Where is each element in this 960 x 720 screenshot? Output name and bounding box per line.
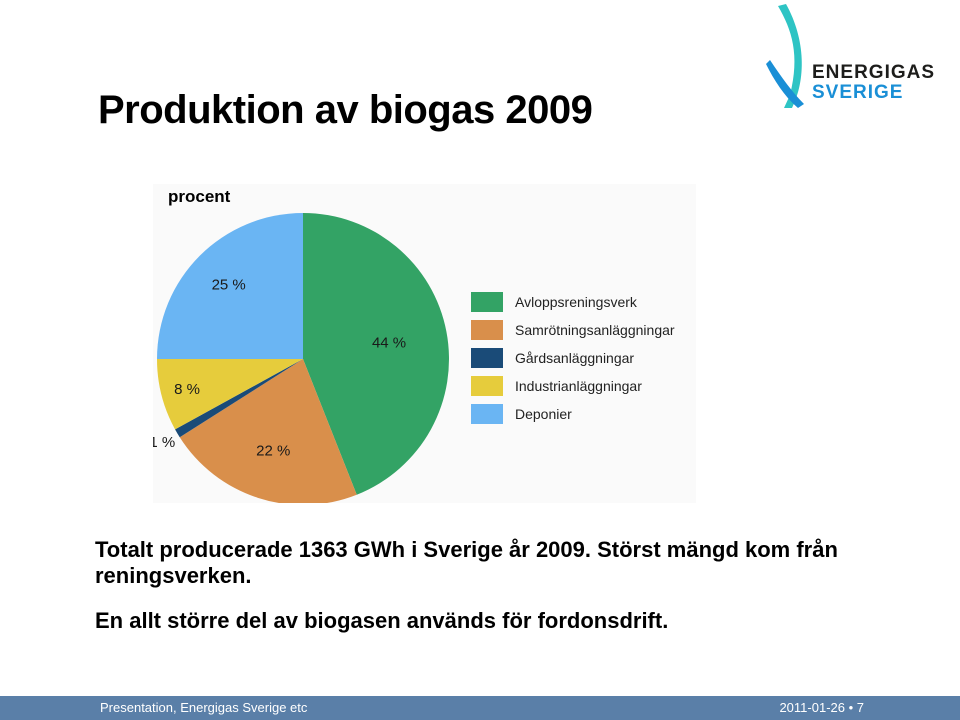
- logo-text-energigas: ENERGIGAS: [812, 62, 936, 83]
- legend-label-1: Avloppsreningsverk: [515, 294, 638, 310]
- pie-chart: 44 % 22 % 1 % 8 % 25 % Avloppsreningsverk Samr…: [153, 213, 675, 503]
- footer-date-page: 2011-01-26 • 7: [779, 700, 864, 715]
- energigas-logo: [766, 4, 804, 108]
- summary-text: Totalt producerade 1363 GWh i Sverige år…: [95, 537, 838, 588]
- chart-unit-label: procent: [168, 187, 231, 206]
- pie-slice-2: [179, 359, 357, 503]
- fordonsdrift-text: En allt större del av biogasen används f…: [95, 608, 669, 633]
- legend-label-5: Deponier: [515, 406, 572, 422]
- logo-text-sverige: SVERIGE: [812, 82, 904, 103]
- pie-slice-4: [157, 359, 303, 430]
- legend-swatch-5: [471, 404, 503, 424]
- footer-source: Presentation, Energigas Sverige etc: [100, 700, 308, 715]
- legend-label-4: Industrianläggningar: [515, 378, 642, 394]
- chart-panel: 44 % 22 % 1 % 8 % 25 % Avloppsreningsverk Samr…: [153, 184, 696, 503]
- data-label-3: 1 %: [153, 434, 175, 451]
- slide-title: Produktion av biogas 2009: [98, 88, 593, 132]
- pie-slice-1: [303, 213, 449, 495]
- legend-label-3: Gårdsanläggningar: [515, 350, 634, 366]
- pie-slice-5: [157, 213, 303, 359]
- logo-swoosh-teal: [778, 4, 802, 108]
- data-label-5: 25 %: [212, 277, 246, 294]
- legend-swatch-4: [471, 376, 503, 396]
- legend-swatch-2: [471, 320, 503, 340]
- legend-swatch-3: [471, 348, 503, 368]
- logo-swoosh-blue: [766, 60, 804, 108]
- data-label-4: 8 %: [174, 381, 200, 398]
- data-label-2: 22 %: [256, 443, 290, 460]
- footer-bar: [0, 696, 960, 720]
- data-label-1: 44 %: [372, 335, 406, 352]
- pie-slice-3: [175, 359, 303, 438]
- legend-swatch-1: [471, 292, 503, 312]
- legend-label-2: Samrötningsanläggningar: [515, 322, 675, 338]
